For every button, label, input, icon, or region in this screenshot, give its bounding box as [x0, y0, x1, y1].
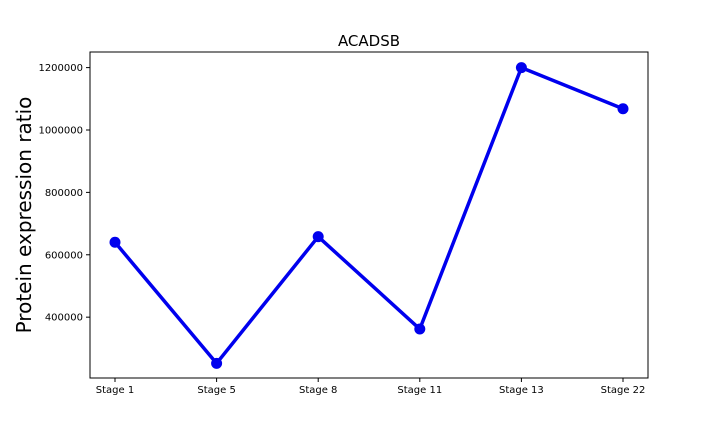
- data-point: [414, 323, 426, 335]
- plot-frame: [89, 51, 649, 379]
- series-group: [109, 62, 629, 369]
- y-tick-label: 800000: [45, 188, 83, 199]
- y-axis-label: Protein expression ratio: [12, 97, 36, 334]
- y-tick-label: 600000: [45, 250, 83, 261]
- data-point: [211, 357, 223, 369]
- y-axis-ticks: 400000 600000 800000 1000000 1200000: [38, 63, 90, 324]
- series-line: [113, 65, 624, 366]
- y-tick-label: 1000000: [38, 125, 83, 136]
- x-tick-label: Stage 13: [499, 385, 544, 396]
- data-point: [515, 62, 527, 74]
- x-axis-ticks: Stage 1 Stage 5 Stage 8 Stage 11 Stage 13 Sta…: [96, 378, 646, 396]
- x-tick-label: Stage 11: [397, 385, 442, 396]
- x-tick-label: Stage 8: [299, 385, 337, 396]
- data-point: [312, 231, 324, 243]
- x-tick-label: Stage 5: [197, 385, 235, 396]
- x-tick-label: Stage 22: [601, 385, 646, 396]
- y-tick-label: 1200000: [38, 63, 83, 74]
- chart-title: ACADSB: [338, 32, 400, 50]
- x-tick-label: Stage 1: [96, 385, 134, 396]
- data-point: [109, 236, 121, 248]
- y-tick-label: 400000: [45, 313, 83, 324]
- data-point: [617, 103, 629, 115]
